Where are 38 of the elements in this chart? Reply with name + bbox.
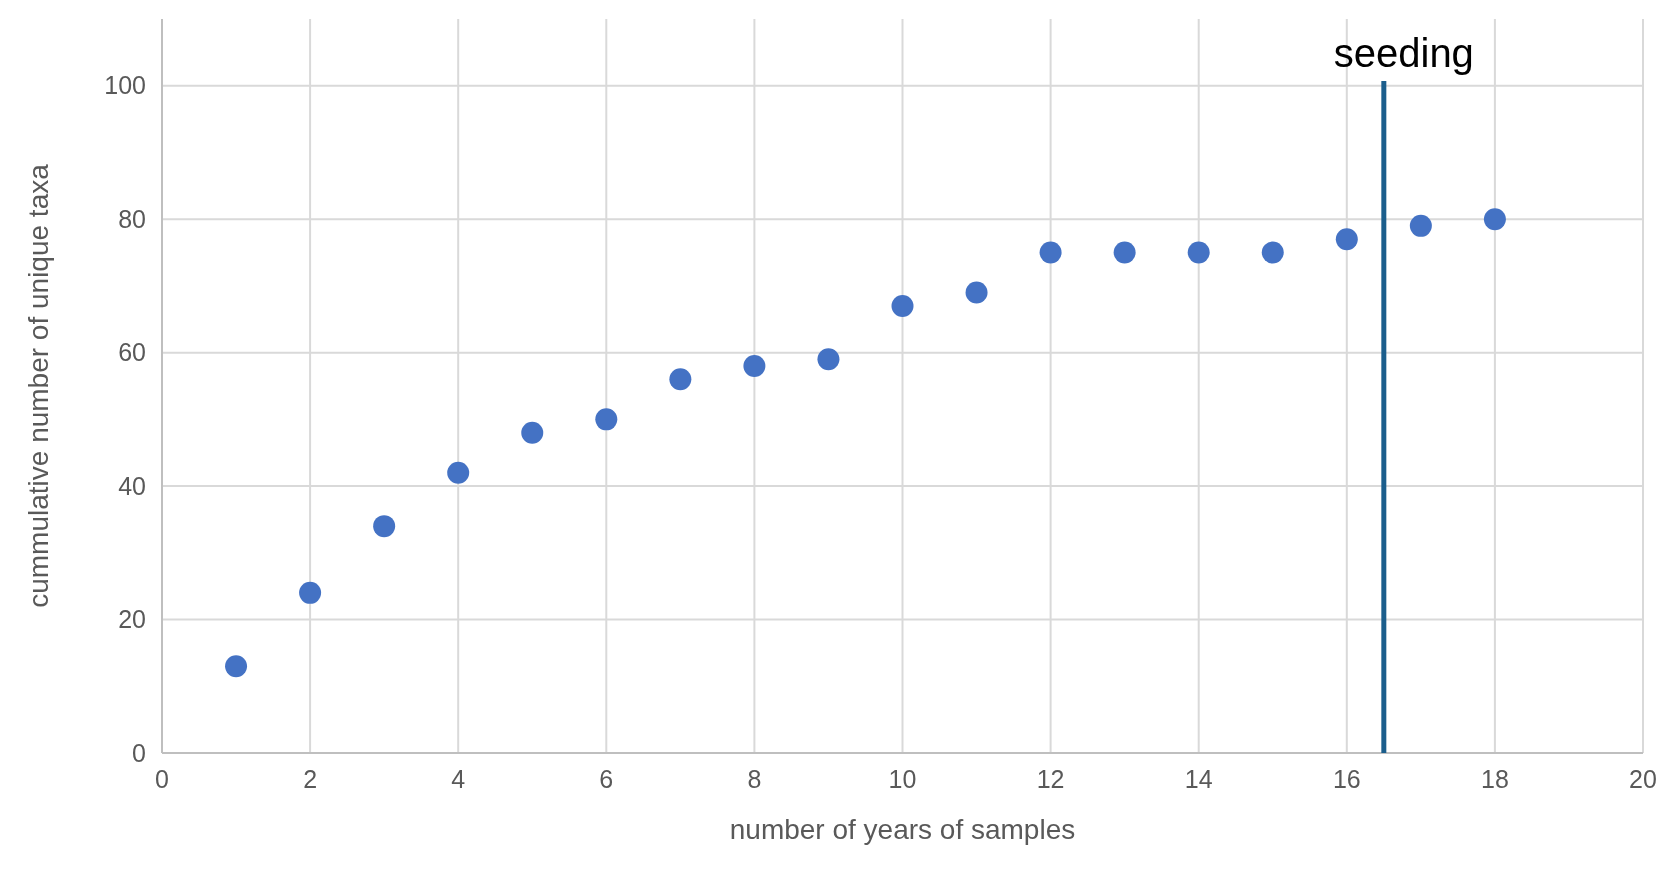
x-tick-label: 10 xyxy=(888,765,917,793)
x-tick-label: 2 xyxy=(303,765,318,793)
y-tick-label: 100 xyxy=(104,71,146,100)
point xyxy=(299,581,322,604)
x-tick-label: 0 xyxy=(155,765,169,793)
point xyxy=(817,348,840,371)
point xyxy=(447,461,470,484)
point xyxy=(521,421,544,444)
point xyxy=(965,281,988,304)
y-tick-label: 80 xyxy=(118,204,146,233)
y-tick-label: 40 xyxy=(118,471,146,500)
point xyxy=(1187,241,1210,264)
y-tick-label: 60 xyxy=(118,338,146,367)
point xyxy=(891,294,914,317)
point xyxy=(1039,241,1062,264)
point xyxy=(743,354,766,377)
x-tick-label: 8 xyxy=(747,765,762,793)
point xyxy=(1113,241,1136,264)
point xyxy=(225,655,248,678)
y-tick-label: 20 xyxy=(118,605,146,634)
point xyxy=(1483,208,1506,231)
x-tick-label: 18 xyxy=(1480,765,1509,793)
point xyxy=(1335,228,1358,251)
point xyxy=(373,515,396,538)
x-tick-label: 16 xyxy=(1332,765,1361,793)
x-tick-label: 14 xyxy=(1184,765,1213,793)
y-tick-label: 0 xyxy=(132,738,146,767)
x-axis-title: number of years of samples xyxy=(729,814,1076,845)
x-tick-label: 20 xyxy=(1629,765,1657,793)
x-tick-label: 4 xyxy=(451,765,466,793)
point xyxy=(595,408,618,431)
point xyxy=(669,368,692,391)
y-axis-title: cummulative number of unique taxa xyxy=(23,163,54,608)
x-tick-label: 12 xyxy=(1036,765,1065,793)
point xyxy=(1261,241,1284,264)
x-tick-label: 6 xyxy=(599,765,614,793)
ref-line-label: seeding xyxy=(1333,31,1474,75)
point xyxy=(1409,214,1432,237)
